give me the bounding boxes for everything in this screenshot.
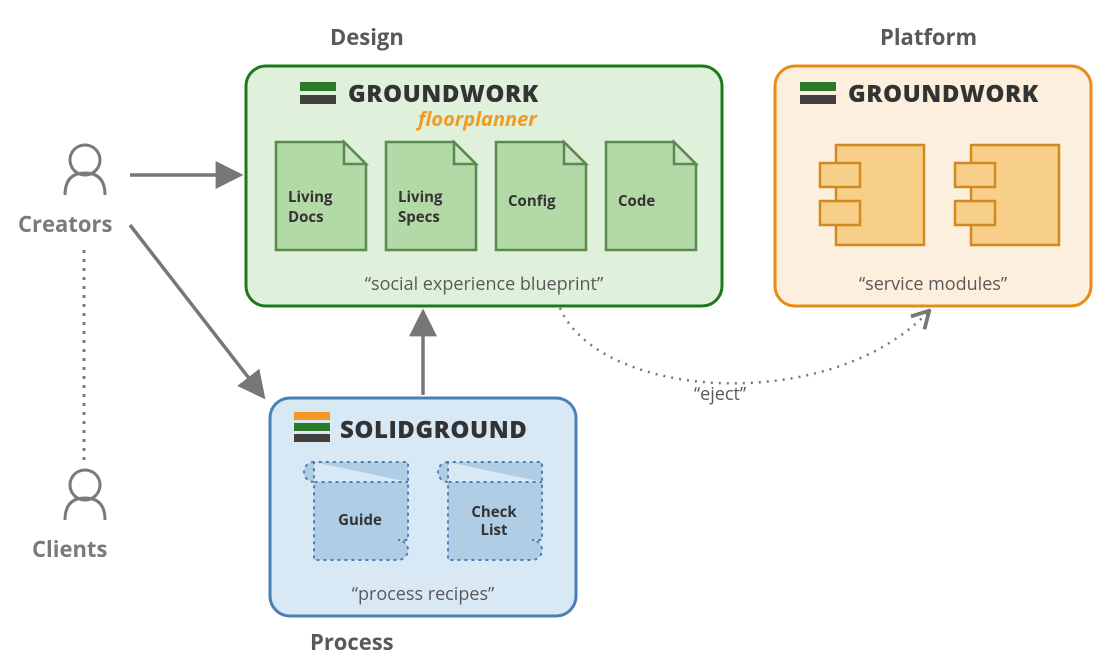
platform-title: Platform xyxy=(880,22,977,52)
design-title: Design xyxy=(330,22,404,52)
arrow-eject xyxy=(560,308,928,383)
file-icon: LivingDocs xyxy=(276,142,366,250)
scroll-label: Check xyxy=(471,502,517,522)
creators-label: Creators xyxy=(18,209,112,239)
process-title: Process xyxy=(310,627,394,657)
arrow-creators-process xyxy=(130,225,262,395)
clients-label: Clients xyxy=(32,534,107,564)
file-label: Code xyxy=(618,191,655,211)
process-box: SOLIDGROUND Guide CheckList “process reci… xyxy=(270,398,576,616)
floorplanner-subbrand: floorplanner xyxy=(415,105,538,132)
file-icon: Config xyxy=(496,142,586,250)
clients-actor: Clients xyxy=(32,470,107,564)
eject-label: “eject” xyxy=(694,382,747,406)
creators-actor: Creators xyxy=(18,145,112,239)
file-label: Config xyxy=(508,191,556,211)
process-caption: “process recipes” xyxy=(352,582,495,606)
scroll-label: Guide xyxy=(338,510,382,530)
file-label: Docs xyxy=(288,207,324,227)
file-label: Specs xyxy=(398,207,440,227)
file-icon: Code xyxy=(606,142,696,250)
design-box: GROUNDWORK floorplanner LivingDocsLiving… xyxy=(246,66,722,306)
platform-caption: “service modules” xyxy=(859,272,1008,296)
groundwork-brand-2: GROUNDWORK xyxy=(848,77,1039,110)
file-label: Living xyxy=(398,187,443,207)
scroll-label: List xyxy=(480,520,508,540)
person-icon xyxy=(65,470,105,520)
file-icon: LivingSpecs xyxy=(386,142,476,250)
solidground-logo-icon xyxy=(294,412,330,442)
module-icon xyxy=(955,145,1059,245)
file-label: Living xyxy=(288,187,333,207)
design-caption: “social experience blueprint” xyxy=(365,272,604,296)
solidground-brand: SOLIDGROUND xyxy=(340,413,527,446)
module-icon xyxy=(820,145,924,245)
person-icon xyxy=(65,145,105,195)
platform-box: GROUNDWORK “service modules” xyxy=(775,66,1091,306)
